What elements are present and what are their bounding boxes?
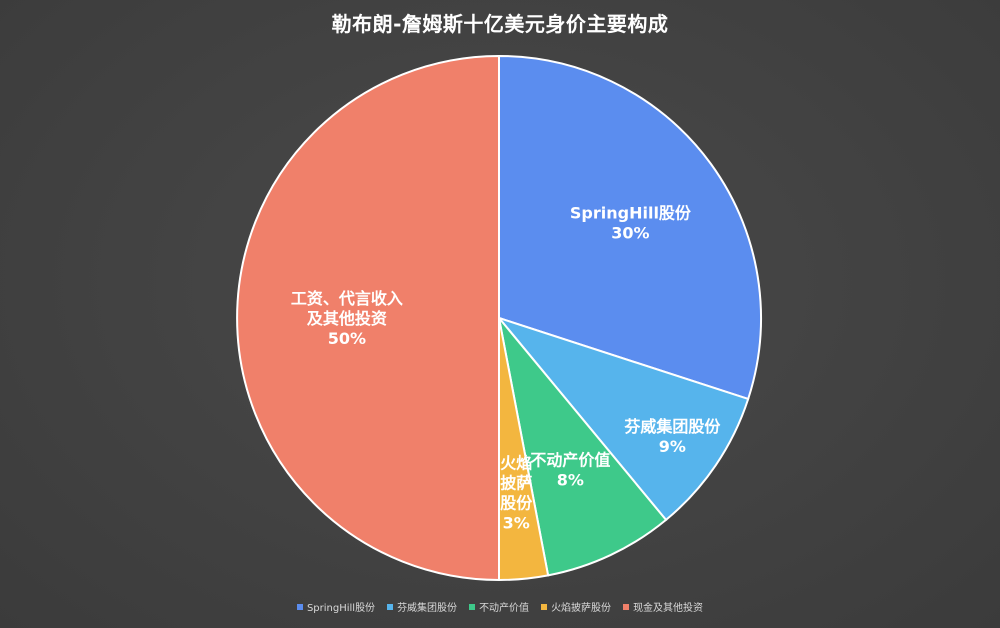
pie-slice-2 — [498, 317, 668, 577]
legend-item: 芬威集团股份 — [387, 599, 457, 614]
legend-swatch — [623, 603, 630, 610]
legend-label: 芬威集团股份 — [397, 603, 458, 614]
slice-percent: 8% — [557, 471, 584, 490]
legend-label: 不动产价值 — [479, 603, 530, 614]
slice-label-2: 不动产价值 8% — [530, 451, 610, 490]
legend-swatch — [469, 603, 476, 610]
slice-percent: 30% — [611, 224, 649, 243]
legend-label: 现金及其他投资 — [633, 603, 704, 614]
slice-percent: 50% — [328, 329, 366, 348]
legend-label: 火焰披萨股份 — [551, 603, 612, 614]
slice-name: 芬威集团股份 — [623, 417, 721, 436]
slice-percent: 9% — [659, 437, 686, 456]
legend-swatch — [541, 603, 548, 610]
legend-item: 不动产价值 — [469, 599, 529, 614]
slice-percent: 3% — [503, 514, 530, 533]
slice-name: SpringHill股份 — [570, 204, 692, 223]
slice-name: 及其他投资 — [307, 309, 387, 328]
slice-label-4: 工资、代言收入及其他投资 50% — [291, 289, 403, 348]
legend-item: 现金及其他投资 — [623, 599, 703, 614]
slice-label-0: SpringHill股份 30% — [570, 204, 692, 243]
legend-item: SpringHill股份 — [296, 599, 376, 614]
slice-name: 披萨 — [500, 474, 532, 493]
pie-slice-0 — [498, 54, 762, 401]
chart-title: 勒布朗-詹姆斯十亿美元身价主要构成 — [331, 12, 669, 36]
slice-name: 不动产价值 — [530, 451, 610, 470]
legend-item: 火焰披萨股份 — [541, 599, 611, 614]
slice-name: 火焰 — [500, 454, 532, 473]
slice-label-3: 火焰披萨股份 3% — [500, 454, 533, 533]
pie-slice-4 — [236, 54, 500, 582]
legend-swatch — [296, 603, 303, 610]
pie-slice-1 — [496, 315, 750, 522]
legend-swatch — [387, 603, 394, 610]
slice-name: 工资、代言收入 — [291, 289, 403, 308]
chart-legend: SpringHill股份 芬威集团股份 不动产价值 火焰披萨股份 现金及其他投资 — [0, 599, 1000, 614]
slice-name: 股份 — [500, 494, 533, 513]
legend-label: SpringHill股份 — [306, 603, 376, 614]
slice-label-1: 芬威集团股份 9% — [623, 417, 721, 456]
